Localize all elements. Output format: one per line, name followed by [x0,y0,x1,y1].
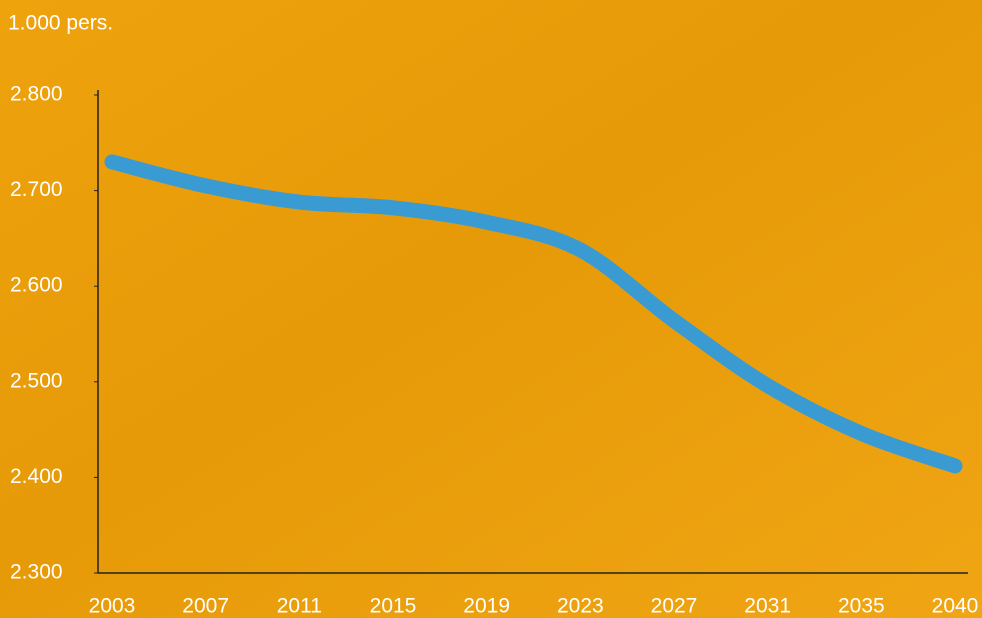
x-tick-label: 2035 [838,595,885,618]
y-tick-label: 2.300 [10,561,63,584]
x-tick-label: 2040 [932,595,979,618]
y-tick-label: 2.500 [10,369,63,392]
x-tick-label: 2019 [463,595,510,618]
x-tick-label: 2015 [370,595,417,618]
line [104,154,963,474]
x-tick-label: 2007 [182,595,229,618]
x-tick-label: 2027 [651,595,698,618]
y-tick-label: 2.600 [10,274,63,297]
x-tick-label: 2011 [277,595,322,618]
y-tick-label: 2.700 [10,178,63,201]
x-tick-label: 2031 [744,595,791,618]
x-tick-label: 2023 [557,595,604,618]
y-axis-label: 1.000 pers. [8,12,113,35]
y-tick-label: 2.400 [10,465,63,488]
y-tick-label: 2.800 [10,83,63,106]
x-tick-label: 2003 [89,595,136,618]
